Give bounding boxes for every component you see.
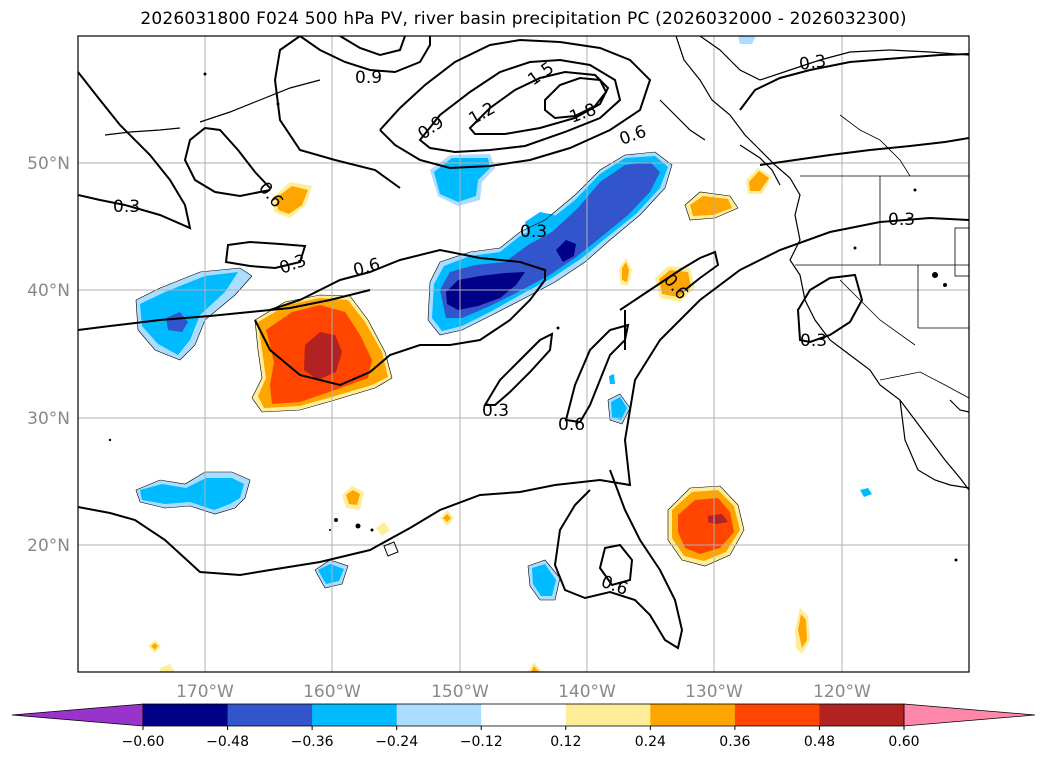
shade-navy <box>556 240 576 262</box>
contour-label-0.3: 0.3 <box>800 331 827 351</box>
contour-label-0.9: 0.9 <box>355 68 382 88</box>
contour-label-0.6: 0.6 <box>617 122 649 150</box>
colorbar-segment <box>734 704 820 726</box>
pv-contours <box>78 36 969 650</box>
shade-orange <box>622 262 629 282</box>
contour-label-0.3: 0.3 <box>888 210 915 230</box>
shade-orange <box>443 514 451 522</box>
lon-label: 120°W <box>813 682 871 702</box>
shade-orange <box>690 196 732 216</box>
colorbar-tick-label: −0.60 <box>122 734 165 750</box>
colorbar-tick-label: 0.60 <box>888 734 919 750</box>
colorbar-tick-label: −0.24 <box>375 734 418 750</box>
colorbar-tick-label: −0.12 <box>460 734 503 750</box>
colorbar-tick-label: −0.48 <box>206 734 249 750</box>
colorbar-segment <box>565 704 651 726</box>
colorbar-tick-label: 0.24 <box>635 734 666 750</box>
lon-label: 160°W <box>303 682 361 702</box>
lon-label: 140°W <box>558 682 616 702</box>
contour-label-0.6: 0.6 <box>558 415 585 435</box>
shade-orange <box>531 666 539 672</box>
gridlines <box>78 36 969 672</box>
map-frame <box>77 35 970 673</box>
colorbar: −0.60 −0.48 −0.36 −0.24 −0.12 0.12 0.24 0.36 0.4… <box>11 703 1036 750</box>
shade-cyan <box>532 564 556 596</box>
colorbar-segment <box>227 704 313 726</box>
colorbar-segment <box>819 704 905 726</box>
contour-label-0.6: 0.6 <box>351 255 382 281</box>
colorbar-extend-high <box>903 703 1036 727</box>
contour-label-0.3: 0.3 <box>520 222 547 242</box>
contour-label-0.3: 0.3 <box>277 251 309 279</box>
colorbar-tick-label: 0.12 <box>550 734 581 750</box>
colorbar-extend-low <box>11 703 144 727</box>
shade-lightyellow <box>528 662 542 672</box>
shade-cyan <box>318 564 344 584</box>
shade-cyan <box>140 478 244 510</box>
colorbar-segment <box>143 704 229 726</box>
shade-red-orange <box>678 498 734 554</box>
colorbar-border <box>142 703 905 727</box>
contour-label-0.3: 0.3 <box>798 51 828 75</box>
shading-outlines <box>135 151 745 601</box>
shade-orange <box>346 490 360 505</box>
lat-label: 30°N <box>27 409 70 429</box>
contour-label-0.6: 0.6 <box>598 572 630 600</box>
shade-orange <box>749 171 769 191</box>
colorbar-segment <box>481 704 567 726</box>
contour-label-0.3: 0.3 <box>482 401 509 421</box>
shade-darkred <box>708 514 728 524</box>
colorbar-segment <box>650 704 736 726</box>
shade-blue <box>738 36 756 44</box>
map-title: 2026031800 F024 500 hPa PV, river basin … <box>140 9 907 29</box>
precip-shading <box>136 36 872 672</box>
shade-orange <box>798 614 807 648</box>
contour-label-0.3: 0.3 <box>113 197 140 217</box>
colorbar-tick-label: 0.36 <box>719 734 750 750</box>
lat-label: 50°N <box>27 154 70 174</box>
islands <box>108 72 958 562</box>
contour-label-1.8: 1.8 <box>567 100 599 128</box>
shade-cyan <box>140 272 238 355</box>
contour-labels: 0.3 0.6 0.3 0.6 0.3 0.6 0.3 0.6 0.6 0.3 … <box>113 51 915 600</box>
lon-label: 130°W <box>685 682 743 702</box>
colorbar-tick-label: 0.48 <box>804 734 835 750</box>
longitude-labels: 170°W 160°W 150°W 140°W 130°W 120°W <box>176 682 871 702</box>
shade-cyan <box>609 374 615 384</box>
lon-label: 150°W <box>431 682 489 702</box>
lat-label: 40°N <box>27 281 70 301</box>
shade-cyan <box>611 397 627 420</box>
shade-navy <box>446 272 525 310</box>
colorbar-segment <box>396 704 482 726</box>
colorbar-tick-label: −0.36 <box>291 734 334 750</box>
shade-cyan <box>434 158 490 202</box>
shade-lightyellow <box>376 522 390 536</box>
lat-label: 20°N <box>27 536 70 556</box>
lon-label: 170°W <box>176 682 234 702</box>
shade-lightyellow <box>160 664 175 672</box>
colorbar-segment <box>312 704 398 726</box>
borders <box>795 114 969 399</box>
shade-orange <box>151 643 158 650</box>
latitude-labels: 50°N 40°N 30°N 20°N <box>27 154 70 556</box>
contour-label-1.2: 1.2 <box>466 98 499 129</box>
shade-medblue <box>166 312 188 332</box>
shade-cyan <box>860 488 872 497</box>
shade-orange <box>276 186 308 214</box>
